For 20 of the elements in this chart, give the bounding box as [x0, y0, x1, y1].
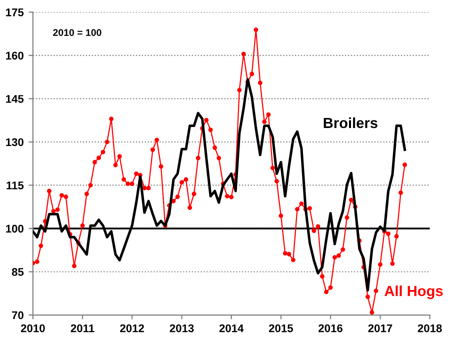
- series-label: Broilers: [324, 117, 378, 128]
- y-tick-label: 70: [12, 311, 24, 320]
- x-tick-label: 2013: [170, 324, 194, 332]
- y-tick-label: 100: [6, 224, 24, 233]
- y-tick-label: 160: [6, 52, 24, 60]
- x-tick-label: 2018: [418, 324, 442, 332]
- series-label: All Hogs: [384, 285, 443, 300]
- annotation: 2010 = 100: [53, 29, 102, 36]
- y-tick-label: 130: [6, 138, 24, 146]
- x-tick-label: 2012: [120, 324, 144, 332]
- y-tick-label: 85: [12, 268, 24, 276]
- x-tick-label: 2011: [70, 324, 94, 332]
- y-tick-label: 175: [6, 8, 24, 16]
- x-tick-label: 2010: [20, 324, 45, 332]
- x-tick-label: 2016: [318, 324, 342, 332]
- x-tick-label: 2015: [268, 324, 293, 332]
- y-tick-label: 115: [6, 182, 24, 190]
- y-tick-label: 145: [6, 95, 24, 103]
- x-tick-label: 2014: [219, 324, 244, 332]
- x-tick-label: 2017: [368, 324, 392, 332]
